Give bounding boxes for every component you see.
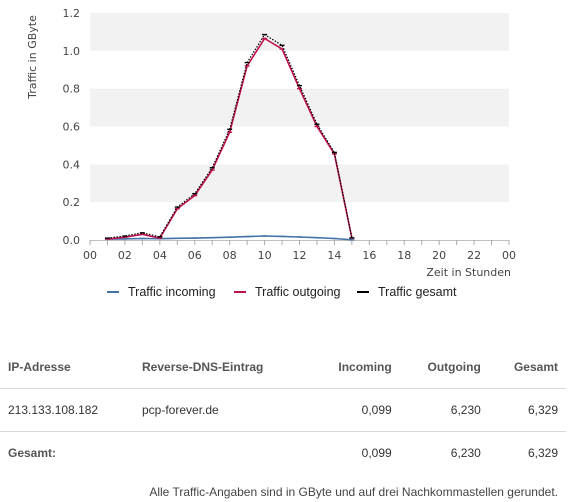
total-gesamt: 6,329: [488, 431, 566, 474]
cell-ip: 213.133.108.182: [0, 388, 134, 432]
total-empty: [134, 431, 311, 474]
grid-band: [90, 50, 509, 89]
grid-band: [90, 88, 509, 127]
x-tick-label: 06: [188, 249, 202, 262]
header-outgoing: Outgoing: [427, 360, 481, 374]
y-tick-label: 1.2: [63, 7, 81, 20]
x-tick-label: 00: [502, 249, 516, 262]
x-axis-label: Zeit in Stunden: [426, 266, 511, 279]
table-total-row: Gesamt: 0,099 6,230 6,329: [0, 431, 566, 474]
legend-item-label: Traffic outgoing: [255, 285, 341, 299]
x-tick-label: 14: [327, 249, 341, 262]
y-tick-label: 0.2: [63, 196, 81, 209]
cell-dns: pcp-forever.de: [134, 388, 311, 432]
y-tick-label: 0.0: [63, 234, 81, 247]
x-axis-ticks: [89, 240, 510, 245]
total-incoming: 0,099: [310, 431, 400, 474]
traffic-chart: 0.0 0.2 0.4 0.6 0.8 1.0 1.2 00 02 04 06 08 10 12 14 16…: [26, 7, 516, 299]
table-header-row: IP-Adresse Reverse-DNS-Eintrag Incoming …: [0, 346, 566, 389]
x-tick-label: 22: [467, 249, 481, 262]
header-gesamt: Gesamt: [513, 360, 558, 374]
header-incoming: Incoming: [338, 360, 392, 374]
y-tick-label: 0.6: [63, 121, 81, 134]
legend-item-label: Traffic gesamt: [378, 285, 457, 299]
grid-band: [90, 13, 509, 51]
table-row: 213.133.108.182 pcp-forever.de 0,099 6,2…: [0, 388, 566, 432]
cell-incoming: 0,099: [310, 388, 400, 432]
x-tick-label: 04: [153, 249, 167, 262]
header-ip: IP-Adresse: [8, 360, 71, 374]
header-dns: Reverse-DNS-Eintrag: [142, 360, 264, 374]
grid-band: [90, 164, 509, 203]
legend-item-label: Traffic incoming: [128, 285, 216, 299]
grid-band: [90, 126, 509, 165]
grid-band: [90, 202, 509, 240]
series-lines: [104, 33, 355, 241]
chart-background-bands: [90, 13, 509, 241]
x-tick-label: 20: [432, 249, 446, 262]
cell-gesamt: 6,329: [488, 388, 566, 432]
x-tick-label: 00: [83, 249, 97, 262]
x-tick-label: 16: [362, 249, 376, 262]
x-tick-label: 12: [293, 249, 307, 262]
total-label: Gesamt:: [0, 431, 134, 474]
x-tick-label: 10: [258, 249, 272, 262]
cell-outgoing: 6,230: [399, 388, 489, 432]
x-tick-label: 18: [397, 249, 411, 262]
total-outgoing: 6,230: [399, 431, 489, 474]
x-axis-tick-labels: 00 02 04 06 08 10 12 14 16 18 20 22 00: [83, 249, 516, 262]
y-tick-label: 0.8: [63, 83, 81, 96]
x-tick-label: 02: [118, 249, 132, 262]
y-tick-label: 1.0: [63, 45, 81, 58]
traffic-table: IP-Adresse Reverse-DNS-Eintrag Incoming …: [0, 346, 566, 474]
y-axis-label: Traffic in GByte: [26, 15, 39, 100]
x-tick-label: 08: [223, 249, 237, 262]
y-axis-tick-labels: 0.0 0.2 0.4 0.6 0.8 1.0 1.2: [63, 7, 81, 247]
legend: Traffic incoming Traffic outgoing Traffic …: [107, 285, 457, 299]
footnote: Alle Traffic-Angaben sind in GByte und a…: [149, 485, 558, 499]
y-tick-label: 0.4: [63, 158, 81, 171]
